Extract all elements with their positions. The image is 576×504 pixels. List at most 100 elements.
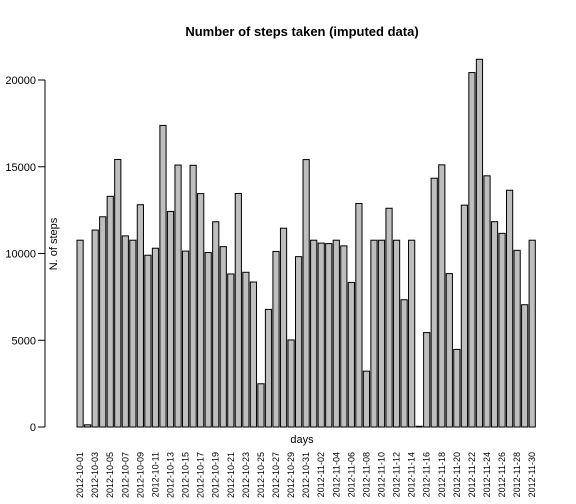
bar-2012-10-27 xyxy=(272,250,280,428)
bar-2012-11-14 xyxy=(408,239,416,428)
bar-2012-11-28 xyxy=(513,249,521,428)
y-tick-label: 15000 xyxy=(5,162,36,174)
x-tick-label: 2012-11-10 xyxy=(377,452,387,497)
bar-2012-11-26 xyxy=(498,232,506,428)
x-tick-label: 2012-10-25 xyxy=(256,452,266,498)
bar-2012-10-18 xyxy=(204,252,212,428)
bar-2012-11-06 xyxy=(347,281,355,428)
bar-2012-10-07 xyxy=(121,235,129,428)
bar-2012-10-04 xyxy=(99,216,107,428)
x-tick-label: 2012-10-27 xyxy=(271,452,281,498)
bar-2012-11-27 xyxy=(506,189,514,428)
bar-2012-10-08 xyxy=(129,239,137,428)
y-tick-label: 0 xyxy=(30,422,36,434)
x-tick-label: 2012-11-18 xyxy=(437,452,447,497)
x-tick-label: 2012-10-07 xyxy=(120,452,130,498)
bar-2012-10-12 xyxy=(159,124,167,428)
y-axis-ticks: 0 5000 10000 15000 20000 xyxy=(5,75,45,434)
x-tick-label: 2012-11-16 xyxy=(422,452,432,497)
bar-2012-10-22 xyxy=(234,192,242,428)
y-tick-label: 20000 xyxy=(5,75,36,87)
bar-2012-11-11 xyxy=(385,207,393,428)
bar-2012-11-07 xyxy=(355,202,363,428)
x-tick-label: 2012-10-01 xyxy=(75,452,85,498)
bar-2012-11-22 xyxy=(468,72,476,428)
bar-2012-11-10 xyxy=(377,239,386,428)
bar-2012-10-28 xyxy=(279,227,288,428)
bar-2012-11-04 xyxy=(332,239,340,428)
y-axis-label: N. of steps xyxy=(48,217,60,270)
bar-2012-11-25 xyxy=(490,221,499,428)
x-tick-label: 2012-10-09 xyxy=(135,452,145,498)
bar-2012-10-19 xyxy=(212,221,220,428)
bar-2012-10-03 xyxy=(91,229,99,428)
x-tick-label: 2012-11-24 xyxy=(482,452,492,497)
bars-group xyxy=(76,58,536,428)
bar-2012-10-15 xyxy=(181,250,190,428)
bar-2012-11-15 xyxy=(415,425,423,428)
bar-2012-11-09 xyxy=(370,239,378,428)
bar-2012-10-11 xyxy=(151,247,160,428)
bar-2012-10-10 xyxy=(144,254,152,428)
x-tick-label: 2012-11-30 xyxy=(527,452,537,497)
bar-2012-10-31 xyxy=(302,159,310,428)
x-tick-label: 2012-10-13 xyxy=(166,452,176,498)
bar-2012-10-09 xyxy=(136,204,144,428)
x-tick-label: 2012-10-15 xyxy=(181,452,191,498)
x-tick-label: 2012-11-08 xyxy=(361,452,371,497)
bar-2012-11-16 xyxy=(423,332,431,428)
x-tick-label: 2012-10-31 xyxy=(301,452,311,498)
bar-2012-11-19 xyxy=(445,273,453,428)
x-axis-ticks: 2012-10-01 2012-10-03 2012-10-05 2012-10-07… xyxy=(75,452,537,498)
bar-2012-11-13 xyxy=(400,299,408,428)
x-tick-label: 2012-11-26 xyxy=(497,452,507,497)
bar-2012-10-01 xyxy=(76,239,84,428)
bar-2012-10-23 xyxy=(242,271,250,428)
bar-2012-10-13 xyxy=(166,210,175,428)
bar-2012-11-08 xyxy=(362,370,371,428)
x-tick-label: 2012-10-19 xyxy=(211,452,221,498)
bar-2012-11-05 xyxy=(340,245,348,428)
bar-2012-11-20 xyxy=(453,348,461,428)
bar-2012-11-17 xyxy=(430,177,438,428)
bar-2012-11-23 xyxy=(475,58,484,428)
y-tick-label: 10000 xyxy=(5,249,36,261)
bar-2012-11-21 xyxy=(460,204,468,428)
chart-title: Number of steps taken (imputed data) xyxy=(185,24,418,39)
x-tick-label: 2012-10-03 xyxy=(90,452,100,498)
bar-2012-11-30 xyxy=(528,239,536,428)
bar-2012-11-02 xyxy=(317,242,325,428)
bar-2012-10-02 xyxy=(84,424,92,428)
x-tick-label: 2012-10-21 xyxy=(226,452,236,498)
x-tick-label: 2012-11-02 xyxy=(316,452,326,497)
x-tick-label: 2012-11-06 xyxy=(346,452,356,497)
x-tick-label: 2012-10-17 xyxy=(196,452,206,498)
bar-2012-11-01 xyxy=(310,239,318,428)
bar-2012-10-25 xyxy=(257,383,265,428)
x-tick-label: 2012-10-11 xyxy=(150,452,160,497)
bar-2012-11-29 xyxy=(521,304,529,428)
bar-2012-10-21 xyxy=(227,273,235,428)
bar-2012-10-05 xyxy=(106,195,114,428)
bar-2012-10-24 xyxy=(249,281,258,428)
x-tick-label: 2012-10-23 xyxy=(241,452,251,498)
bar-2012-11-18 xyxy=(438,164,446,428)
x-tick-label: 2012-10-05 xyxy=(105,452,115,498)
bar-2012-10-06 xyxy=(114,158,122,428)
bar-2012-11-24 xyxy=(483,175,491,428)
bar-2012-10-16 xyxy=(189,164,197,428)
bar-2012-11-03 xyxy=(325,243,333,428)
y-tick-label: 5000 xyxy=(12,335,36,347)
bar-2012-11-12 xyxy=(392,239,401,428)
x-tick-label: 2012-11-22 xyxy=(467,452,477,497)
x-tick-label: 2012-10-29 xyxy=(286,452,296,498)
x-tick-label: 2012-11-20 xyxy=(452,452,462,497)
x-tick-label: 2012-11-12 xyxy=(392,452,402,497)
bar-2012-10-17 xyxy=(197,193,205,428)
bar-2012-10-29 xyxy=(287,339,295,428)
x-axis-label: days xyxy=(290,434,314,446)
bar-2012-10-14 xyxy=(174,164,182,428)
x-tick-label: 2012-11-28 xyxy=(512,452,522,497)
x-tick-label: 2012-11-04 xyxy=(331,452,341,497)
